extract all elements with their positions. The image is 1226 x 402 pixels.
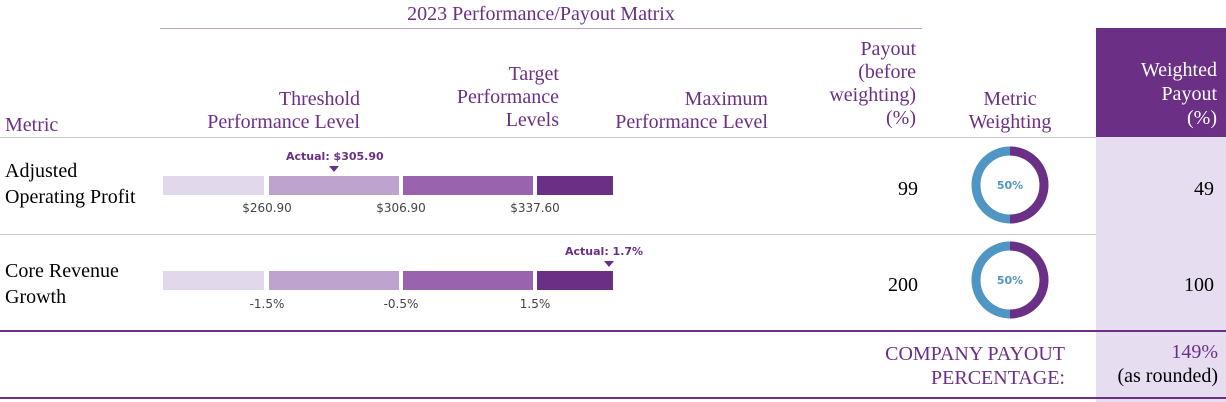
weighting-donut: 50%: [971, 241, 1049, 319]
weighted-payout-value: 100: [1184, 274, 1214, 296]
company-payout-percentage: 149%: [1171, 341, 1218, 363]
tick-target: $306.90: [376, 201, 426, 215]
weighted-payout-header-line2: Payout: [1161, 83, 1217, 105]
company-payout-note: (as rounded): [1117, 365, 1218, 387]
header-weighting-line1: Metric: [983, 88, 1037, 110]
header-target: Target Performance Levels: [380, 63, 559, 132]
weighted-payout-column: [1096, 137, 1226, 402]
donut-label: 50%: [997, 179, 1023, 192]
actual-label: Actual: 1.7%: [565, 245, 644, 258]
header-payout: Payout (before weighting) (%): [800, 38, 916, 130]
header-threshold-line1: Threshold: [278, 88, 360, 110]
actual-label: Actual: $305.90: [286, 150, 384, 163]
bar-segment-2: [269, 271, 399, 290]
bar-segment-2: [269, 176, 399, 195]
header-payout-line1: Payout: [860, 38, 916, 60]
weighted-payout-header: Weighted Payout (%): [1096, 28, 1226, 137]
tick-threshold: -1.5%: [249, 297, 285, 311]
weighted-payout-header-line1: Weighted: [1140, 59, 1217, 81]
actual-marker-arrow: [329, 166, 339, 172]
header-maximum: Maximum Performance Level: [580, 88, 768, 134]
matrix-title: 2023 Performance/Payout Matrix: [407, 3, 675, 25]
total-top-rule: [0, 330, 1226, 332]
metric-label-core-revenue-growth: Core Revenue Growth: [5, 258, 119, 310]
weighted-payout-header-line3: (%): [1187, 107, 1217, 129]
tick-maximum: 1.5%: [519, 297, 551, 311]
header-maximum-line2: Performance Level: [615, 111, 768, 133]
bar-segment-3: [403, 271, 533, 290]
payout-value: 99: [898, 178, 918, 200]
metric-label-line1: Adjusted: [5, 160, 78, 182]
bar-segment-1: [163, 271, 264, 290]
header-payout-line4: (%): [886, 107, 916, 129]
header-weighting-line2: Weighting: [968, 111, 1052, 133]
weighting-donut: 50%: [971, 146, 1049, 224]
company-payout-label: COMPANY PAYOUT PERCENTAGE:: [800, 342, 1065, 390]
payout-value: 200: [888, 274, 918, 296]
weighted-payout-value: 49: [1194, 178, 1214, 200]
company-payout-label-line2: PERCENTAGE:: [931, 367, 1065, 389]
donut-arc: [1009, 146, 1049, 224]
header-weighting: Metric Weighting: [940, 88, 1080, 134]
header-maximum-line1: Maximum: [684, 88, 768, 110]
metric-label-adjusted-operating-profit: Adjusted Operating Profit: [5, 158, 136, 210]
header-target-line3: Levels: [505, 109, 559, 131]
header-payout-line3: weighting): [829, 84, 916, 106]
header-target-line2: Performance: [456, 86, 559, 108]
total-bottom-rule: [0, 397, 1226, 399]
header-metric: Metric: [5, 114, 59, 136]
tick-maximum: $337.60: [510, 201, 560, 215]
company-payout-value: 149% (as rounded): [1098, 340, 1218, 388]
bar-segment-4: [537, 271, 613, 290]
actual-marker-arrow: [604, 261, 614, 267]
tick-target: -0.5%: [383, 297, 419, 311]
row-rule: [0, 234, 1096, 235]
matrix-title-rule: [160, 28, 922, 29]
header-threshold: Threshold Performance Level: [160, 88, 360, 134]
bar-segment-4: [537, 176, 613, 195]
metric-label-line1: Core Revenue: [5, 260, 119, 282]
header-payout-line2: (before: [858, 61, 916, 83]
company-payout-label-line1: COMPANY PAYOUT: [885, 343, 1065, 365]
metric-label-line2: Operating Profit: [5, 186, 136, 208]
metric-label-line2: Growth: [5, 286, 67, 308]
donut-arc: [1009, 241, 1049, 319]
header-rule: [0, 137, 1096, 138]
donut-label: 50%: [997, 274, 1023, 287]
header-target-line1: Target: [508, 63, 559, 85]
bar-segment-1: [163, 176, 264, 195]
header-threshold-line2: Performance Level: [207, 111, 360, 133]
tick-threshold: $260.90: [242, 201, 292, 215]
bar-segment-3: [403, 176, 533, 195]
